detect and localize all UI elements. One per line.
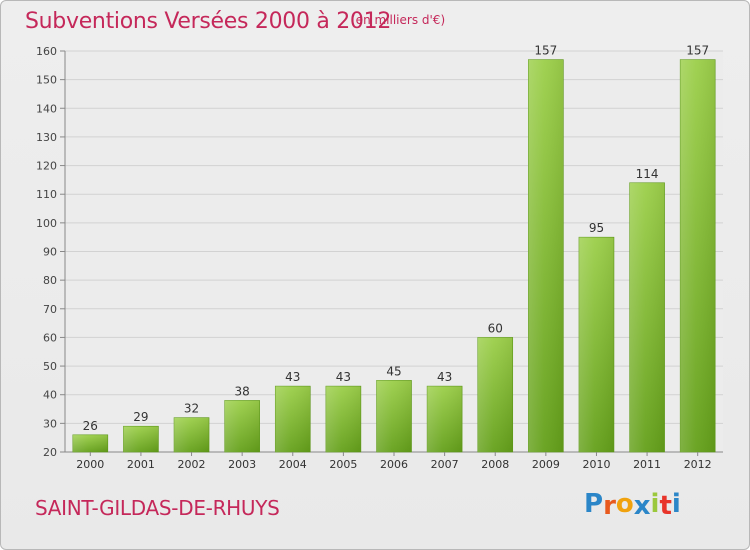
y-tick-label: 150 (36, 74, 57, 87)
bar-highlight (224, 400, 260, 452)
y-tick-label: 160 (36, 45, 57, 58)
bar-highlight (174, 417, 210, 452)
logo-letter: i (671, 489, 681, 519)
data-label: 157 (534, 44, 557, 58)
data-label: 95 (589, 221, 604, 235)
x-tick-label: 2000 (76, 458, 104, 471)
logo-letter: x (633, 491, 651, 521)
x-tick-label: 2003 (228, 458, 256, 471)
bar-highlight (528, 59, 564, 452)
bar-highlight (376, 380, 412, 452)
logo-letter: o (615, 489, 634, 519)
data-label: 43 (285, 370, 300, 384)
x-tick-label: 2006 (380, 458, 408, 471)
logo-letter: i (650, 489, 660, 519)
y-tick-label: 130 (36, 131, 57, 144)
y-tick-label: 40 (43, 389, 57, 402)
data-label: 43 (437, 370, 452, 384)
bar-highlight (578, 237, 614, 452)
y-tick-label: 60 (43, 331, 57, 344)
x-tick-label: 2007 (431, 458, 459, 471)
x-tick-label: 2008 (481, 458, 509, 471)
place-name: SAINT-GILDAS-DE-RHUYS (35, 496, 280, 520)
bar-highlight (123, 426, 159, 452)
bar-highlight (477, 337, 513, 452)
logo-letter: r (603, 491, 616, 521)
x-tick-label: 2010 (582, 458, 610, 471)
data-label: 26 (83, 419, 98, 433)
x-tick-label: 2009 (532, 458, 560, 471)
data-label: 114 (636, 167, 659, 181)
data-label: 157 (686, 44, 709, 58)
y-tick-label: 50 (43, 360, 57, 373)
y-tick-label: 140 (36, 102, 57, 115)
y-tick-label: 90 (43, 246, 57, 259)
y-tick-label: 110 (36, 188, 57, 201)
y-tick-label: 20 (43, 446, 57, 459)
bar-highlight (629, 182, 665, 452)
bar-highlight (72, 434, 108, 452)
y-tick-label: 80 (43, 274, 57, 287)
logo-letter: t (659, 491, 672, 521)
data-label: 43 (336, 370, 351, 384)
data-label: 60 (488, 321, 503, 335)
chart-subtitle: (en milliers d'€) (351, 13, 446, 27)
x-tick-label: 2004 (279, 458, 307, 471)
y-tick-label: 30 (43, 417, 57, 430)
bar-highlight (427, 386, 463, 452)
y-tick-label: 100 (36, 217, 57, 230)
bar-highlight (680, 59, 716, 452)
bar-highlight (325, 386, 361, 452)
data-label: 45 (386, 364, 401, 378)
x-tick-label: 2012 (684, 458, 712, 471)
x-tick-label: 2002 (178, 458, 206, 471)
chart-title: Subventions Versées 2000 à 2012 (25, 9, 392, 34)
bar-highlight (275, 386, 311, 452)
data-label: 38 (235, 384, 250, 398)
y-tick-label: 120 (36, 160, 57, 173)
data-label: 29 (133, 410, 148, 424)
x-tick-label: 2001 (127, 458, 155, 471)
data-label: 32 (184, 402, 199, 416)
proxiti-logo: Proxiti (584, 489, 681, 521)
x-tick-label: 2005 (329, 458, 357, 471)
y-tick-label: 70 (43, 303, 57, 316)
x-tick-label: 2011 (633, 458, 661, 471)
logo-letter: P (584, 489, 604, 519)
